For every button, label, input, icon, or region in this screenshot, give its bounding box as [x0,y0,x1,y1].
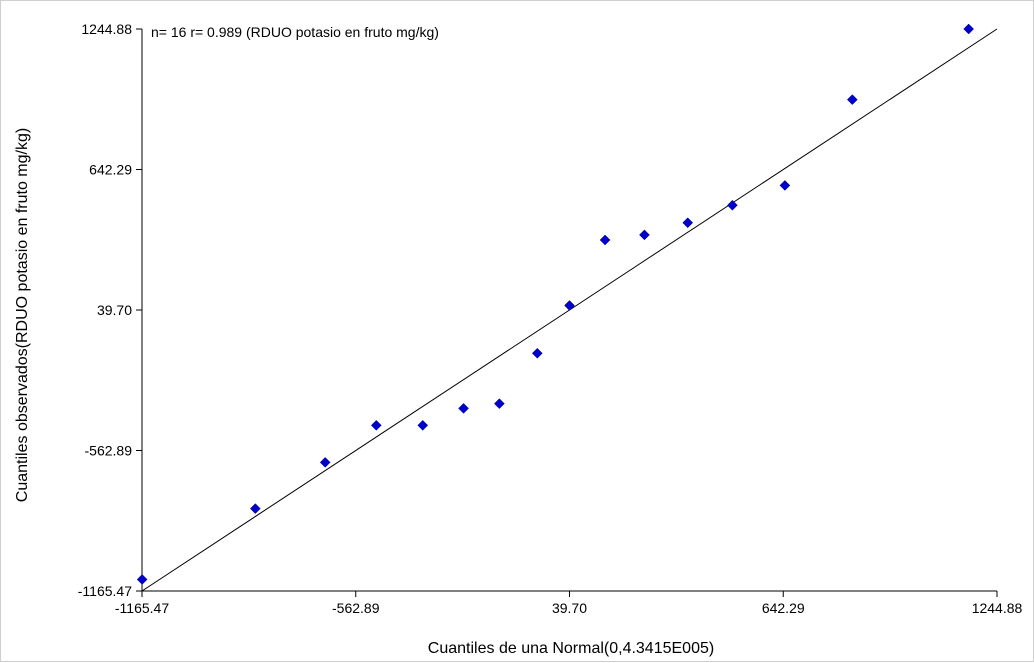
x-tick-label: 642.29 [762,600,805,616]
data-point [136,574,148,585]
chart-annotation: n= 16 r= 0.989 (RDUO potasio en fruto mg… [151,24,439,40]
x-axis-title: Cuantiles de una Normal(0,4.3415E005) [428,640,714,657]
data-point [319,457,331,468]
data-point [779,180,791,191]
data-point [494,398,505,410]
data-point [249,503,261,514]
data-point [682,217,694,229]
data-point [963,23,975,35]
y-tick-label: -1165.47 [78,583,132,599]
plot-area: -1165.47 -562.89 39.70 642.29 1244.88 -1165.4… [78,21,1023,616]
x-tick-label: -1165.47 [115,600,169,616]
data-point [417,419,429,431]
x-tick-label: 1244.88 [972,600,1023,616]
x-tick-label: 39.70 [552,600,587,616]
x-tick-label: -562.89 [332,600,380,616]
data-point [599,234,611,246]
data-point [370,419,382,431]
data-point [531,347,543,359]
data-point [727,199,738,211]
y-tick-label: 1244.88 [81,21,132,37]
data-point [846,94,858,105]
y-tick-label: -562.89 [85,443,133,459]
y-tick-label: 39.70 [97,302,132,318]
y-axis-title: Cuantiles observados(RDUO potasio en fru… [14,128,31,502]
data-point [639,229,650,241]
data-point [564,300,575,311]
y-tick-label: 642.29 [89,162,132,178]
data-point [458,402,469,414]
